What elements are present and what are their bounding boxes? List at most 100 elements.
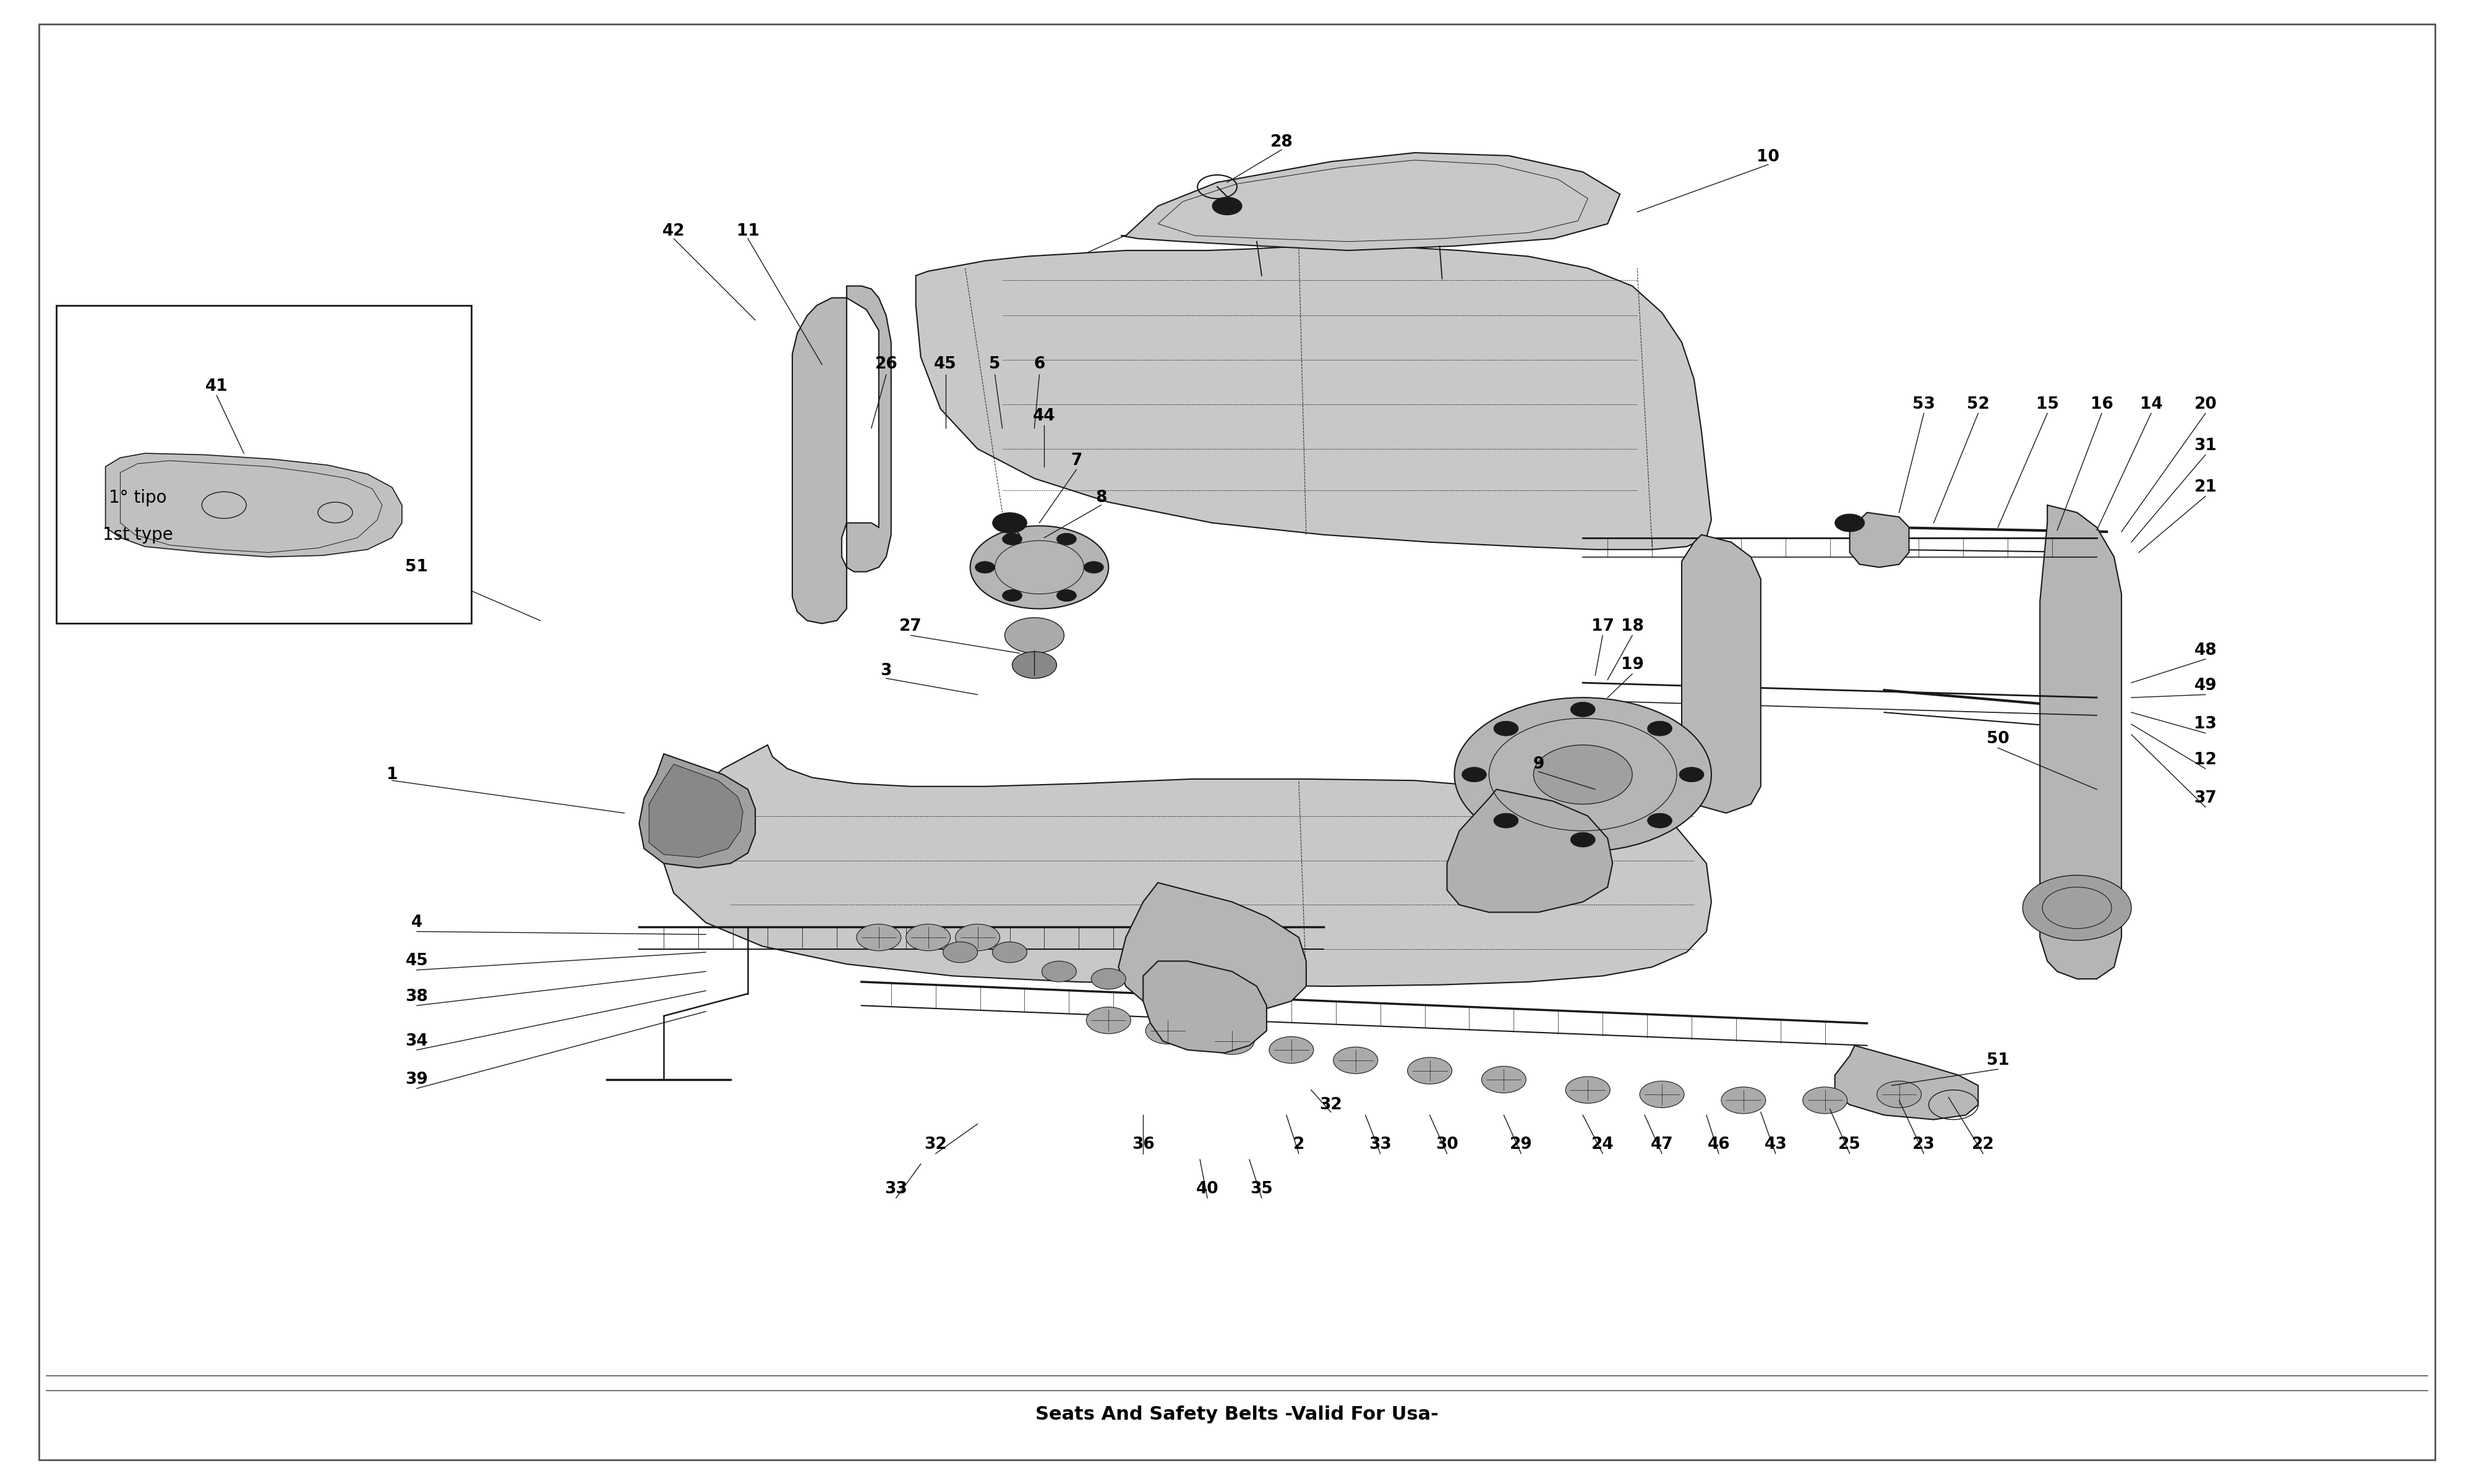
Circle shape xyxy=(1836,513,1865,531)
Circle shape xyxy=(905,925,950,951)
Circle shape xyxy=(1212,197,1242,215)
Text: 40: 40 xyxy=(1195,1181,1220,1198)
Polygon shape xyxy=(2041,505,2123,979)
Text: 23: 23 xyxy=(1912,1137,1935,1153)
Text: 42: 42 xyxy=(663,223,685,239)
Circle shape xyxy=(1648,721,1672,736)
Text: 46: 46 xyxy=(1707,1137,1729,1153)
Text: 10: 10 xyxy=(1757,148,1779,165)
Text: 34: 34 xyxy=(406,1033,428,1049)
Circle shape xyxy=(1571,702,1596,717)
Text: 19: 19 xyxy=(1620,657,1643,674)
Text: 24: 24 xyxy=(1591,1137,1613,1153)
Polygon shape xyxy=(792,286,891,623)
Polygon shape xyxy=(648,764,742,858)
Circle shape xyxy=(1002,589,1022,601)
Text: 13: 13 xyxy=(2194,717,2217,732)
Circle shape xyxy=(992,512,1027,533)
Circle shape xyxy=(1210,1028,1254,1055)
Circle shape xyxy=(1640,1080,1685,1107)
Text: 5: 5 xyxy=(990,356,999,372)
Circle shape xyxy=(955,925,999,951)
Text: 28: 28 xyxy=(1269,135,1294,150)
Circle shape xyxy=(1333,1048,1378,1073)
Text: 29: 29 xyxy=(1509,1137,1531,1153)
Text: 17: 17 xyxy=(1591,619,1613,635)
Text: 33: 33 xyxy=(1368,1137,1393,1153)
Text: 39: 39 xyxy=(406,1071,428,1088)
Circle shape xyxy=(1571,833,1596,847)
Text: 7: 7 xyxy=(1071,453,1081,469)
Text: 30: 30 xyxy=(1435,1137,1457,1153)
Text: 6: 6 xyxy=(1034,356,1044,372)
Circle shape xyxy=(992,942,1027,963)
Circle shape xyxy=(1804,1086,1848,1113)
Text: 47: 47 xyxy=(1650,1137,1672,1153)
Text: 37: 37 xyxy=(2194,789,2217,806)
Text: 26: 26 xyxy=(876,356,898,372)
Text: 18: 18 xyxy=(1620,619,1643,635)
Text: 27: 27 xyxy=(901,619,923,635)
Circle shape xyxy=(1012,651,1056,678)
Circle shape xyxy=(1482,1066,1526,1092)
Circle shape xyxy=(1002,533,1022,545)
FancyBboxPatch shape xyxy=(57,306,470,623)
Text: 51: 51 xyxy=(406,559,428,576)
Text: 16: 16 xyxy=(2091,396,2113,413)
Text: 36: 36 xyxy=(1131,1137,1155,1153)
Circle shape xyxy=(1269,1037,1314,1063)
Polygon shape xyxy=(915,246,1712,549)
Circle shape xyxy=(1462,767,1487,782)
Circle shape xyxy=(1566,1076,1611,1103)
Text: 41: 41 xyxy=(205,378,228,395)
Circle shape xyxy=(1408,1058,1452,1083)
Text: 45: 45 xyxy=(406,953,428,969)
Polygon shape xyxy=(1447,789,1613,913)
Text: 21: 21 xyxy=(2194,479,2217,496)
Text: 44: 44 xyxy=(1034,408,1056,424)
Text: 52: 52 xyxy=(1967,396,1989,413)
Circle shape xyxy=(975,561,995,573)
Circle shape xyxy=(1494,813,1519,828)
Circle shape xyxy=(1056,589,1076,601)
Circle shape xyxy=(970,525,1108,608)
Text: 3: 3 xyxy=(881,663,891,680)
Circle shape xyxy=(1722,1086,1766,1113)
Text: 32: 32 xyxy=(1319,1097,1343,1113)
Text: 20: 20 xyxy=(2194,396,2217,413)
Text: 32: 32 xyxy=(925,1137,948,1153)
Circle shape xyxy=(1145,1018,1190,1045)
Text: 12: 12 xyxy=(2194,752,2217,767)
Text: 14: 14 xyxy=(2140,396,2162,413)
Circle shape xyxy=(943,942,977,963)
Circle shape xyxy=(1004,617,1064,653)
Circle shape xyxy=(1086,1008,1131,1034)
Text: 31: 31 xyxy=(2194,438,2217,454)
Text: 1st type: 1st type xyxy=(101,525,173,543)
Circle shape xyxy=(1494,721,1519,736)
Polygon shape xyxy=(663,745,1712,987)
Text: 4: 4 xyxy=(411,914,423,930)
Circle shape xyxy=(1042,962,1076,982)
Text: 53: 53 xyxy=(1912,396,1935,413)
Text: 1: 1 xyxy=(386,767,398,782)
Polygon shape xyxy=(1682,534,1761,813)
Circle shape xyxy=(1084,561,1103,573)
Text: 15: 15 xyxy=(2036,396,2058,413)
Circle shape xyxy=(1056,533,1076,545)
Polygon shape xyxy=(638,754,755,868)
Text: 25: 25 xyxy=(1838,1137,1860,1153)
Circle shape xyxy=(1878,1080,1922,1107)
Text: 50: 50 xyxy=(1987,732,2009,746)
Circle shape xyxy=(1680,767,1705,782)
Circle shape xyxy=(856,925,901,951)
Circle shape xyxy=(2024,876,2130,941)
Circle shape xyxy=(1091,969,1126,990)
Text: 33: 33 xyxy=(886,1181,908,1198)
Text: 1° tipo: 1° tipo xyxy=(109,490,166,506)
Text: 35: 35 xyxy=(1249,1181,1274,1198)
Text: 49: 49 xyxy=(2194,678,2217,695)
Text: 48: 48 xyxy=(2194,643,2217,659)
Text: 2: 2 xyxy=(1294,1137,1304,1153)
Text: 9: 9 xyxy=(1534,757,1544,772)
